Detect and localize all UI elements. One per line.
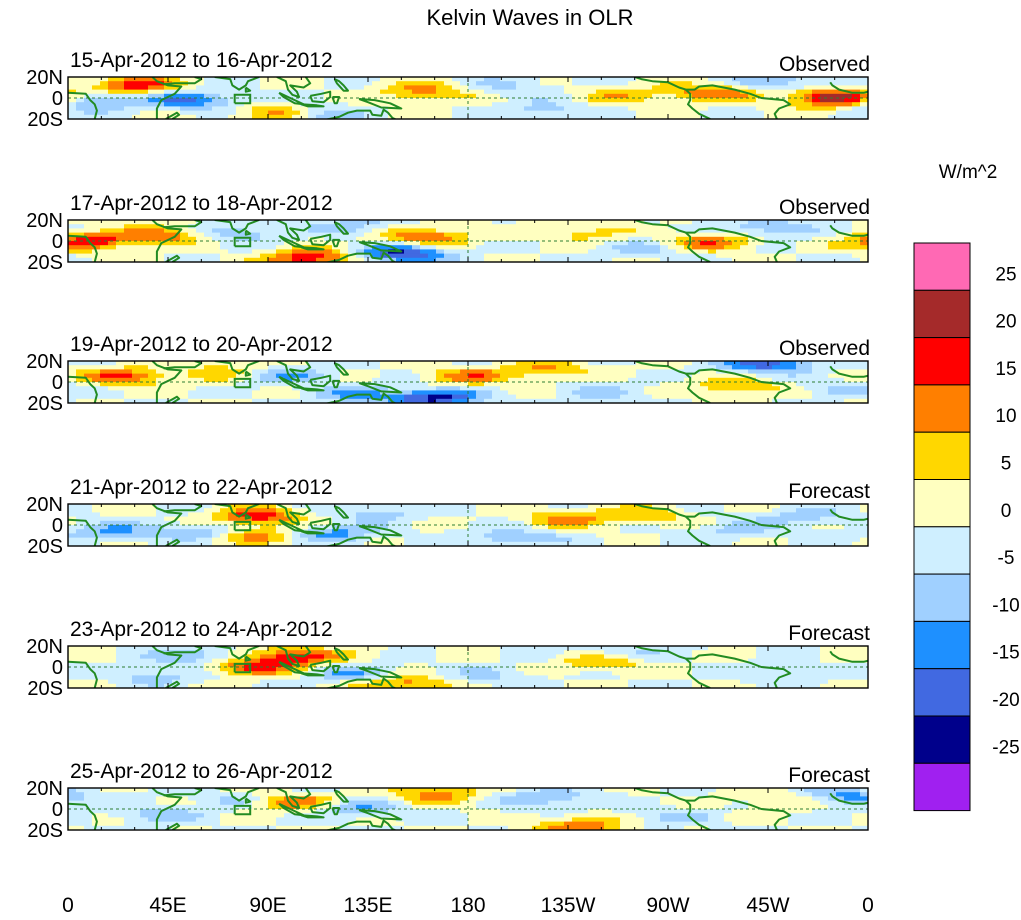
y-tick-label: 20N	[26, 351, 63, 373]
chart-title: Kelvin Waves in OLR	[426, 5, 633, 30]
y-tick-label: 0	[52, 372, 63, 394]
panel-kind: Forecast	[788, 480, 870, 503]
coastlines	[68, 220, 868, 262]
colorbar-swatch	[913, 289, 971, 339]
y-tick-label: 20N	[26, 778, 63, 800]
panel-kind: Observed	[779, 53, 870, 76]
x-tick-label: 0	[862, 894, 874, 917]
colorbar-tick-label: 5	[1001, 454, 1012, 475]
reference-box	[233, 93, 252, 105]
colorbar-swatch	[913, 668, 971, 717]
coastlines	[68, 788, 868, 830]
colorbar-tick-label: -5	[998, 548, 1015, 569]
reference-box	[233, 662, 252, 674]
y-tick-label: 20N	[26, 67, 63, 89]
colorbar-tick-label: -15	[992, 643, 1019, 664]
y-tick-label: 20N	[26, 494, 63, 516]
x-tick-label: 45E	[149, 894, 186, 917]
x-tick-label: 45W	[746, 894, 789, 917]
panel-date-range: 21-Apr-2012 to 22-Apr-2012	[70, 476, 333, 499]
coastlines	[68, 77, 868, 119]
colorbar-swatch	[913, 620, 971, 670]
y-tick-label: 0	[52, 88, 63, 110]
colorbar-swatch	[913, 762, 971, 812]
colorbar-tick-label: -10	[992, 595, 1019, 616]
coastlines	[68, 646, 868, 688]
anomaly-field	[68, 504, 868, 546]
y-tick-label: 20S	[27, 393, 63, 415]
y-tick-label: 20N	[26, 636, 63, 658]
colorbar-tick-label: 25	[995, 264, 1016, 285]
colorbar-unit: W/m^2	[939, 162, 998, 183]
y-tick-label: 0	[52, 657, 63, 679]
colorbar-swatch	[913, 431, 971, 481]
y-tick-label: 20S	[27, 678, 63, 700]
x-tick-label: 90W	[646, 894, 689, 917]
colorbar-tick-label: -25	[992, 737, 1019, 758]
panel-kind: Observed	[779, 196, 870, 219]
x-tick-label: 180	[450, 894, 485, 917]
y-tick-label: 0	[52, 799, 63, 821]
y-tick-label: 20S	[27, 536, 63, 558]
y-tick-label: 20S	[27, 820, 63, 842]
panel-date-range: 23-Apr-2012 to 24-Apr-2012	[70, 618, 333, 641]
x-tick-label: 0	[62, 894, 74, 917]
colorbar-swatch	[913, 242, 971, 291]
reference-box	[233, 520, 252, 532]
y-tick-label: 20N	[26, 210, 63, 232]
y-tick-label: 20S	[27, 252, 63, 274]
reference-box	[233, 804, 252, 816]
colorbar-swatch	[913, 337, 971, 386]
panel-date-range: 15-Apr-2012 to 16-Apr-2012	[70, 49, 333, 72]
y-tick-label: 0	[52, 231, 63, 253]
x-tick-label: 135E	[343, 894, 392, 917]
panel-kind: Observed	[779, 337, 870, 360]
colorbar-tick-label: 15	[995, 359, 1016, 380]
reference-box	[233, 236, 252, 248]
panel-kind: Forecast	[788, 622, 870, 645]
coastlines	[68, 361, 868, 403]
colorbar-swatch	[913, 715, 971, 764]
reference-box	[233, 377, 252, 389]
colorbar: 25 20 15 10 5 0 -5 -10 -15 -20 -25 W/m^2	[913, 162, 1020, 812]
colorbar-swatch	[913, 479, 971, 528]
colorbar-tick-label: 0	[1001, 501, 1012, 522]
colorbar-swatch	[913, 384, 971, 433]
colorbar-swatch	[913, 526, 971, 575]
panel-date-range: 17-Apr-2012 to 18-Apr-2012	[70, 192, 333, 215]
x-axis: 0 45E 90E 135E 180 135W 90W 45W 0	[62, 894, 874, 917]
panel-kind: Forecast	[788, 764, 870, 787]
anomaly-field	[68, 646, 868, 688]
y-tick-label: 0	[52, 515, 63, 537]
colorbar-tick-label: -20	[992, 690, 1019, 711]
x-tick-label: 90E	[249, 894, 286, 917]
y-tick-label: 20S	[27, 109, 63, 131]
x-tick-label: 135W	[541, 894, 596, 917]
colorbar-tick-label: 10	[995, 406, 1016, 427]
colorbar-tick-label: 20	[995, 312, 1016, 333]
coastlines	[68, 504, 868, 546]
panel-date-range: 19-Apr-2012 to 20-Apr-2012	[70, 333, 333, 356]
colorbar-swatch	[913, 573, 971, 622]
panel-date-range: 25-Apr-2012 to 26-Apr-2012	[70, 760, 333, 783]
